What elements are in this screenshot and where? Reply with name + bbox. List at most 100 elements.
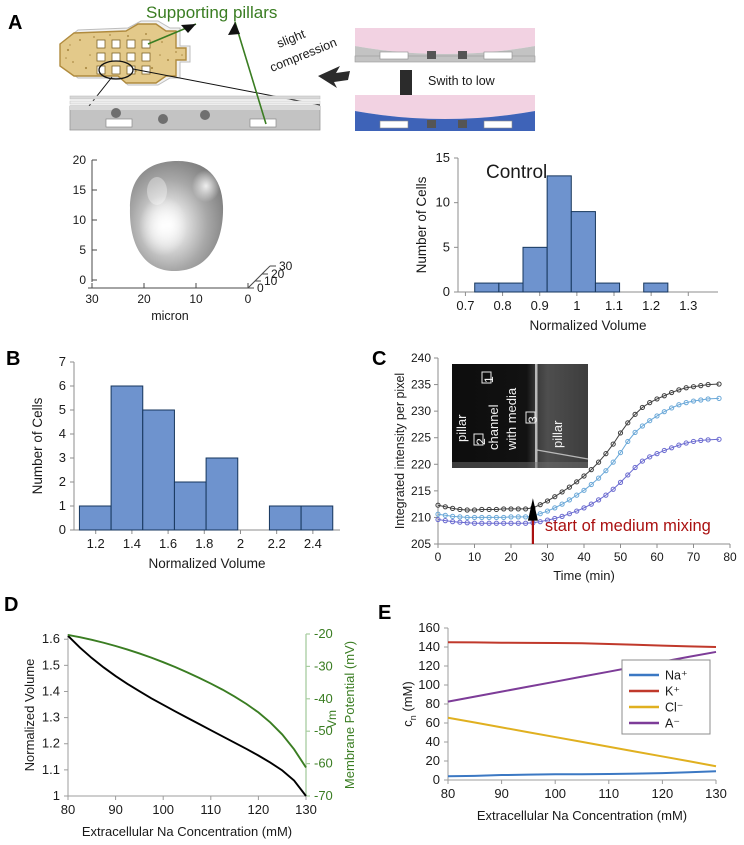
y-tick-label-left: 1.3 (42, 710, 60, 725)
y-tick-label: 100 (418, 677, 440, 692)
x-tick-label: 1.4 (123, 536, 141, 551)
arrowhead-group (181, 22, 240, 35)
y-tick-label: 10 (436, 195, 450, 210)
curve-vm (67, 634, 307, 769)
y-tick-label: 235 (411, 378, 431, 392)
slight-compression-annotation: slight compression (268, 27, 350, 88)
inset-label: channel (486, 404, 501, 450)
legend-label: K⁺ (665, 685, 680, 699)
y-tick-label-right: -50 (314, 723, 333, 738)
histogram-bars (78, 385, 334, 531)
x-tick-label: 80 (723, 550, 737, 564)
intensity-mixing-chart: 205 210 215 220 225 230 235 240 0 10 20 30 40 50 60 70 8… (382, 348, 744, 588)
x-tick-label: 90 (494, 786, 508, 801)
ion-curve (447, 641, 717, 648)
svg-text:10: 10 (264, 274, 278, 288)
y-tick-label: 15 (436, 150, 450, 165)
y-tick-label-right: -60 (314, 756, 333, 771)
y-tick-label: 160 (418, 620, 440, 635)
y-tick-label: 0 (433, 772, 440, 787)
y-tick-label: 0 (443, 284, 450, 299)
histogram-bar (268, 505, 302, 531)
intensity-series (435, 381, 722, 513)
panel-a-schematic: slight compression Swith to low sodium m… (0, 0, 744, 145)
y-tick-labels: 20 15 10 5 0 (73, 153, 87, 287)
x-tick-label: 1.2 (87, 536, 105, 551)
histogram-bar (173, 481, 207, 531)
inset-label: with media (504, 387, 519, 451)
histogram-bar (498, 282, 524, 293)
x-axis-label: Extracellular Na Concentration (mM) (477, 808, 687, 823)
roi-number: 3 (526, 416, 540, 423)
legend-label: Cl⁻ (665, 701, 683, 715)
microscopy-inset: pillar channel with media pillar 1 2 3 (452, 364, 589, 468)
control-histogram-chart: 0 5 10 15 0.7 0.8 0.9 1 1.1 1.2 1.3 Normalized Volu… (400, 146, 744, 346)
curve-volume (67, 635, 307, 797)
legend-label: A⁻ (665, 717, 680, 731)
y-axis-label-left: Normalized Volume (22, 659, 37, 772)
inset-label: pillar (454, 414, 469, 442)
y-axis-label: Number of Cells (414, 176, 429, 273)
y-tick-label-left: 1.5 (42, 657, 60, 672)
y-tick-label: 120 (418, 658, 440, 673)
svg-text:0: 0 (245, 292, 252, 306)
x-tick-label: 1.2 (642, 298, 660, 313)
y-tick-label: 240 (411, 351, 431, 365)
y-tick-label: 230 (411, 404, 431, 418)
x-tick-label: 2.2 (268, 536, 286, 551)
histogram-bar (570, 211, 596, 293)
roi-number: 2 (474, 438, 488, 445)
svg-text:20: 20 (271, 267, 285, 281)
x-tick-label: 120 (248, 802, 270, 817)
x-axis-label: micron (151, 309, 189, 323)
y-tick-label-left: 1.2 (42, 736, 60, 751)
y-tick-label-right: -40 (314, 691, 333, 706)
y-tick-label: 2 (59, 474, 66, 489)
y-axis-label: cn (mM) (400, 681, 418, 726)
svg-text:30: 30 (279, 259, 293, 273)
svg-text:15: 15 (73, 183, 87, 197)
mixing-annotation-label: start of medium mixing (545, 517, 711, 535)
switch-line1: Swith to low (428, 74, 496, 88)
histogram-bar (643, 282, 669, 293)
x-tick-labels: 30 20 10 0 (85, 292, 251, 306)
x-tick-label: 110 (598, 786, 619, 801)
ion-concentrations-chart: 0 20 40 60 80 100 120 140 160 80 90 100 110 120 130 Na⁺… (386, 602, 744, 845)
x-tick-label: 120 (652, 786, 674, 801)
x-tick-label: 1.1 (605, 298, 623, 313)
volume-vm-chart: 1 1.1 1.2 1.3 1.4 1.5 1.6 -20 -30 -40 -50 -60 -70 80 9… (10, 600, 370, 845)
histogram-bar (474, 282, 500, 293)
x-axis-label: Time (min) (553, 568, 615, 583)
y-tick-label: 215 (411, 484, 431, 498)
histogram-bar (522, 246, 548, 293)
y-tick-label: 80 (426, 696, 440, 711)
svg-text:10: 10 (73, 213, 87, 227)
y-axis-label-right: Membrane Potential (mV) (342, 641, 357, 789)
histogram-bar (78, 505, 112, 531)
x-tick-label: 0.9 (531, 298, 549, 313)
legend-label: Na⁺ (665, 669, 688, 683)
y-tick-label: 1 (59, 498, 66, 513)
y-tick-label: 0 (59, 522, 66, 537)
y-tick-label-right: -30 (314, 658, 333, 673)
vm-label: Vm (325, 710, 339, 728)
intensity-series (435, 395, 722, 521)
y-tick-label-left: 1.6 (42, 631, 60, 646)
y-tick-label: 6 (59, 378, 66, 393)
y-tick-label-right: -70 (314, 788, 333, 803)
svg-text:5: 5 (79, 243, 86, 257)
supporting-pillars-label: Supporting pillars (146, 3, 277, 22)
x-tick-label: 1.8 (195, 536, 213, 551)
x-tick-label: 90 (108, 802, 122, 817)
roi-number: 1 (482, 376, 496, 383)
panel-a-letter: A (8, 12, 23, 34)
x-tick-label: 130 (295, 802, 317, 817)
x-tick-label: 1.3 (679, 298, 697, 313)
y-tick-label: 20 (426, 753, 440, 768)
svg-text:20: 20 (73, 153, 87, 167)
y-tick-label: 40 (426, 734, 440, 749)
device-compressed (354, 28, 536, 63)
cell-surface (129, 160, 224, 272)
low-sodium-histogram-chart: 0 1 2 3 4 5 6 7 1.2 1.4 1.6 1.8 2 2.2 2.4 Normalized Vo… (18, 348, 360, 588)
